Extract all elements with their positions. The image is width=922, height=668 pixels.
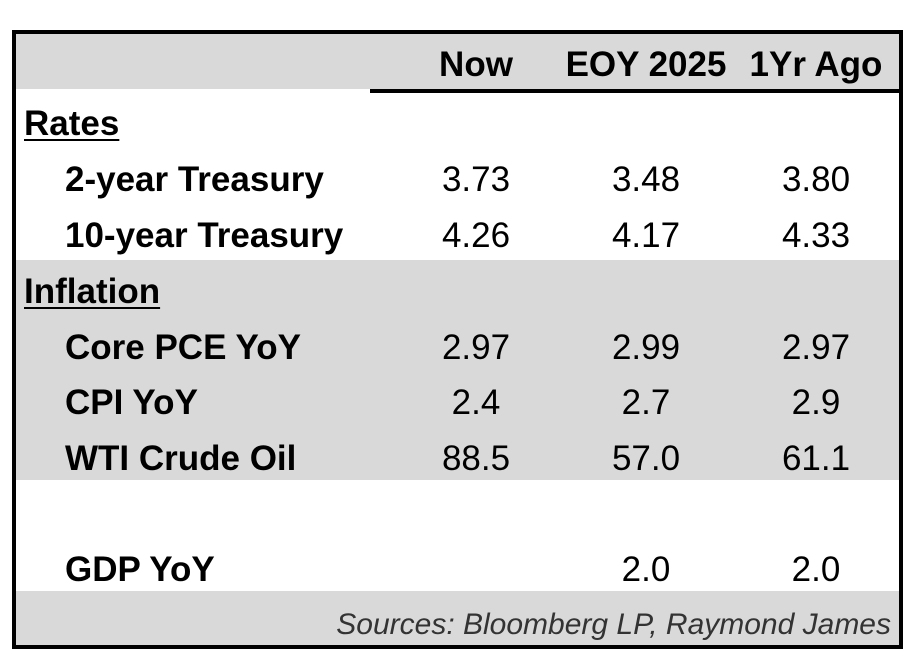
row-label-2-year-treasury: 2-year Treasury — [65, 160, 324, 199]
value-core-pce-now: 2.97 — [441, 328, 511, 367]
section-title-rates: Rates — [24, 104, 120, 143]
column-header-1yr-ago: 1Yr Ago — [749, 45, 883, 84]
column-header-now: Now — [439, 45, 513, 84]
value-core-pce-1yr: 2.97 — [781, 328, 851, 367]
value-wti-now: 88.5 — [441, 439, 511, 478]
inflation-band — [16, 260, 899, 480]
value-cpi-1yr: 2.9 — [791, 383, 841, 422]
section-title-inflation: Inflation — [24, 272, 161, 311]
value-2-year-treasury-now: 3.73 — [441, 160, 511, 199]
value-10-year-treasury-eoy: 4.17 — [611, 216, 681, 255]
row-label-10-year-treasury: 10-year Treasury — [65, 216, 344, 255]
value-cpi-now: 2.4 — [451, 383, 501, 422]
value-10-year-treasury-1yr: 4.33 — [781, 216, 851, 255]
economic-data-table: Now EOY 2025 1Yr Ago Rates 2-year Treasu… — [12, 30, 903, 649]
value-gdp-eoy: 2.0 — [621, 550, 671, 589]
column-header-eoy-2025: EOY 2025 — [565, 45, 727, 84]
header-band — [16, 34, 899, 89]
value-core-pce-eoy: 2.99 — [611, 328, 681, 367]
value-gdp-1yr: 2.0 — [791, 550, 841, 589]
row-label-gdp-yoy: GDP YoY — [65, 550, 215, 589]
value-wti-eoy: 57.0 — [611, 439, 681, 478]
value-2-year-treasury-1yr: 3.80 — [781, 160, 851, 199]
sources-note: Sources: Bloomberg LP, Raymond James — [336, 608, 891, 641]
row-label-cpi-yoy: CPI YoY — [65, 383, 198, 422]
value-wti-1yr: 61.1 — [781, 439, 851, 478]
value-10-year-treasury-now: 4.26 — [441, 216, 511, 255]
value-2-year-treasury-eoy: 3.48 — [611, 160, 681, 199]
row-label-wti-crude-oil: WTI Crude Oil — [65, 439, 297, 478]
row-label-core-pce-yoy: Core PCE YoY — [65, 328, 301, 367]
value-cpi-eoy: 2.7 — [621, 383, 671, 422]
header-rule — [370, 89, 899, 93]
footer-band — [16, 591, 899, 645]
